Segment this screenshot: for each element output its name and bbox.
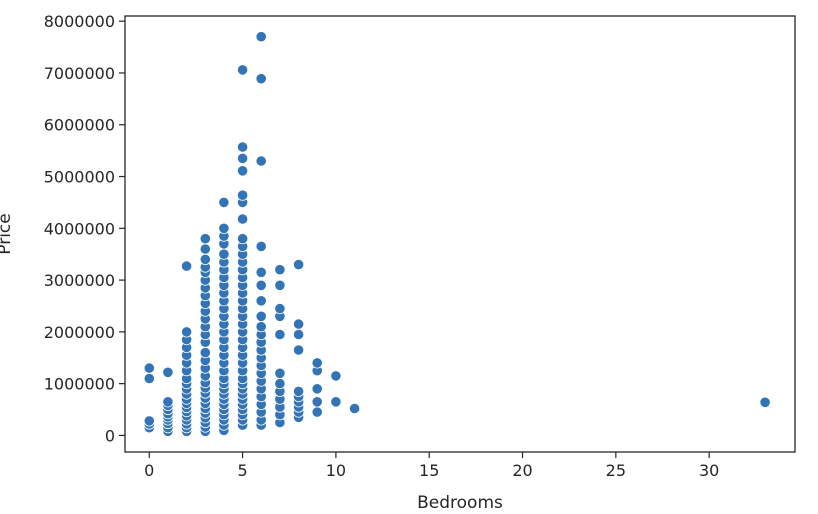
data-point <box>274 302 286 315</box>
data-point <box>330 396 342 408</box>
data-point <box>274 328 286 341</box>
data-point <box>237 152 249 164</box>
data-point <box>292 385 305 397</box>
data-point <box>311 396 323 408</box>
data-point <box>274 264 286 276</box>
data-point <box>255 266 267 278</box>
data-point <box>237 233 249 245</box>
data-point <box>292 328 305 341</box>
plot-frame <box>124 15 796 453</box>
data-point <box>255 31 267 43</box>
data-point <box>311 406 323 418</box>
data-point <box>199 233 211 245</box>
y-tick-label: 4000000 <box>44 219 115 238</box>
data-point <box>199 346 211 359</box>
x-axis-label: Bedrooms <box>417 493 503 513</box>
data-point <box>162 366 174 378</box>
data-point <box>311 383 323 395</box>
data-point <box>199 243 211 255</box>
x-tick-label: 20 <box>512 461 532 480</box>
data-point <box>292 344 305 356</box>
data-point <box>237 189 249 201</box>
points-layer <box>143 31 771 437</box>
x-tick-label: 25 <box>606 461 626 480</box>
data-point <box>255 321 267 333</box>
data-point <box>255 310 267 322</box>
data-point <box>218 222 230 234</box>
data-point <box>292 258 305 271</box>
data-point <box>274 377 286 390</box>
data-point <box>237 165 249 177</box>
data-point <box>237 141 249 153</box>
y-tick-label: 2000000 <box>44 323 115 342</box>
data-point <box>255 155 267 167</box>
x-tick-label: 5 <box>237 461 247 480</box>
y-axis: 0 1000000 2000000 3000000 4000000 5000000 6000… <box>44 12 125 445</box>
data-point <box>181 260 193 272</box>
data-point <box>143 362 155 374</box>
x-tick-label: 30 <box>699 461 719 480</box>
data-point <box>199 253 211 265</box>
y-tick-label: 7000000 <box>44 64 115 83</box>
data-point <box>274 367 286 379</box>
data-point <box>218 248 230 260</box>
data-point <box>237 64 249 76</box>
y-tick-label: 8000000 <box>44 12 115 31</box>
y-tick-label: 6000000 <box>44 116 115 135</box>
y-axis-label: Price <box>0 213 15 254</box>
data-point <box>255 240 267 252</box>
y-tick-label: 1000000 <box>44 375 115 394</box>
data-point <box>143 415 155 427</box>
x-tick-label: 15 <box>419 461 439 480</box>
data-point <box>274 279 286 291</box>
data-point <box>292 318 305 330</box>
data-point <box>255 73 267 85</box>
data-point <box>330 370 342 382</box>
x-axis: 0 5 10 15 20 25 30 <box>144 452 719 480</box>
y-tick-label: 3000000 <box>44 271 115 290</box>
data-point <box>237 213 249 225</box>
x-tick-label: 0 <box>144 461 154 480</box>
data-point <box>255 295 267 307</box>
data-point <box>181 326 193 338</box>
y-tick-label: 5000000 <box>44 168 115 187</box>
data-point <box>759 396 771 408</box>
data-point <box>143 372 155 385</box>
data-point <box>218 196 230 208</box>
data-point <box>348 402 361 415</box>
data-point <box>311 357 323 369</box>
x-tick-label: 10 <box>326 461 346 480</box>
data-point <box>255 279 267 291</box>
y-tick-label: 0 <box>105 426 115 445</box>
data-point <box>162 396 174 408</box>
